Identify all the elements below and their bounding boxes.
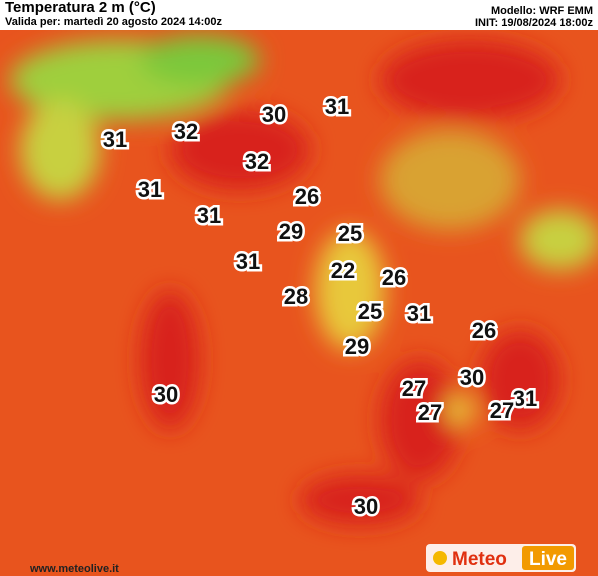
temperature-label: 25: [338, 221, 362, 246]
temperature-label: 30: [354, 494, 378, 519]
temperature-label: 29: [345, 334, 369, 359]
model: Modello: WRF EMM: [491, 5, 593, 17]
temperature-field: [10, 35, 598, 525]
temperature-label: 31: [197, 203, 221, 228]
temperature-label: 26: [382, 265, 406, 290]
title: Temperatura 2 m (°C): [5, 0, 156, 16]
temperature-label: 28: [284, 284, 308, 309]
temperature-label: 32: [174, 119, 198, 144]
temperature-label: 27: [418, 400, 442, 425]
temperature-label: 30: [460, 365, 484, 390]
temperature-label: 31: [103, 127, 127, 152]
temperature-label: 29: [279, 219, 303, 244]
temperature-label: 31: [138, 177, 162, 202]
temperature-label: 32: [245, 149, 269, 174]
logo-live-box: [522, 546, 574, 570]
header-bar: [0, 0, 598, 30]
temperature-label: 25: [358, 299, 382, 324]
valid-time: Valida per: martedì 20 agosto 2024 14:00…: [5, 16, 223, 28]
temperature-label: 22: [331, 258, 355, 283]
temperature-label: 30: [154, 382, 178, 407]
footer-site: www.meteolive.it: [29, 563, 119, 575]
temperature-label: 31: [407, 301, 431, 326]
init-time: INIT: 19/08/2024 18:00z: [475, 17, 594, 29]
temperature-label: 31: [236, 249, 260, 274]
temperature-label: 26: [472, 318, 496, 343]
logo-meteo: Meteo: [452, 549, 507, 570]
temperature-label: 27: [402, 376, 426, 401]
temperature-label: 31: [325, 94, 349, 119]
temperature-label: 27: [490, 398, 514, 423]
temperature-label: 31: [513, 386, 537, 411]
logo-sun: [433, 551, 447, 565]
logo-live: Live: [529, 549, 567, 570]
temperature-label: 30: [262, 102, 286, 127]
temperature-label: 26: [295, 184, 319, 209]
